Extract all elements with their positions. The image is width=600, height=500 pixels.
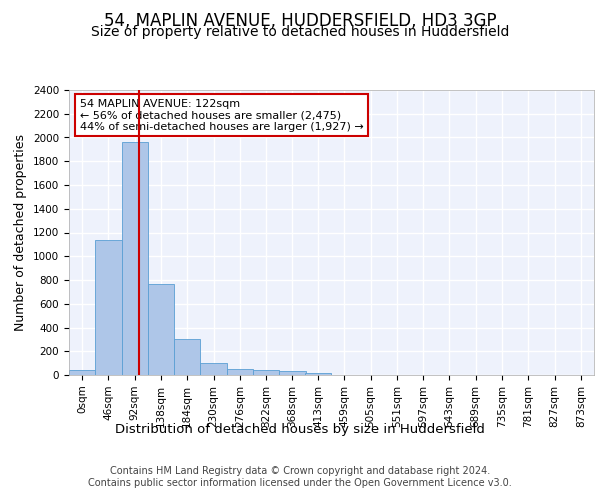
Bar	[95, 240, 122, 375]
Bar	[279, 372, 305, 375]
Bar	[200, 363, 227, 375]
Text: Distribution of detached houses by size in Huddersfield: Distribution of detached houses by size …	[115, 422, 485, 436]
Text: 54, MAPLIN AVENUE, HUDDERSFIELD, HD3 3GP: 54, MAPLIN AVENUE, HUDDERSFIELD, HD3 3GP	[104, 12, 496, 30]
Bar	[174, 340, 200, 375]
Bar	[227, 369, 253, 375]
Bar	[305, 372, 331, 375]
Bar	[253, 370, 279, 375]
Text: 54 MAPLIN AVENUE: 122sqm
← 56% of detached houses are smaller (2,475)
44% of sem: 54 MAPLIN AVENUE: 122sqm ← 56% of detach…	[79, 98, 363, 132]
Bar	[148, 284, 174, 375]
Bar	[122, 142, 148, 375]
Text: Contains HM Land Registry data © Crown copyright and database right 2024.
Contai: Contains HM Land Registry data © Crown c…	[88, 466, 512, 487]
Text: Size of property relative to detached houses in Huddersfield: Size of property relative to detached ho…	[91, 25, 509, 39]
Y-axis label: Number of detached properties: Number of detached properties	[14, 134, 28, 331]
Bar	[69, 370, 95, 375]
